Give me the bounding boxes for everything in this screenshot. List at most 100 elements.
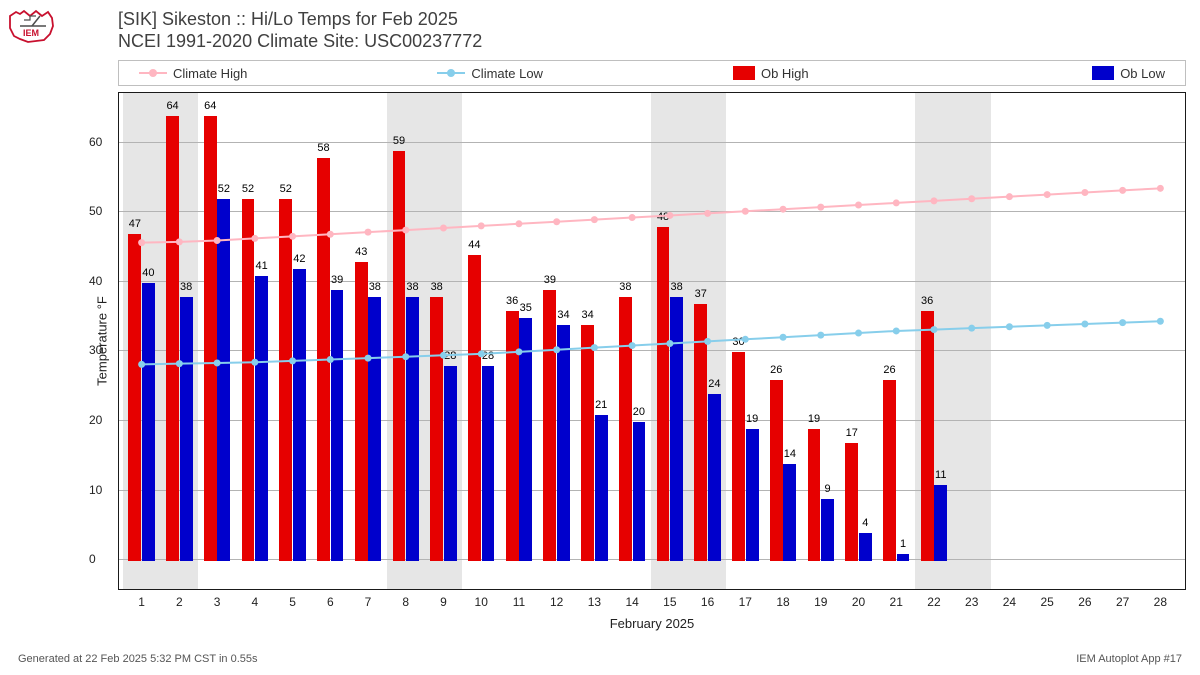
ob-high-bar [355, 262, 368, 561]
ob-high-bar [808, 429, 821, 561]
ob-high-bar [468, 255, 481, 561]
ob-high-bar-label: 48 [657, 211, 669, 223]
ob-high-bar-label: 36 [506, 295, 518, 307]
ob-low-bar-label: 39 [331, 274, 343, 286]
y-axis-label: Temperature °F [94, 296, 109, 386]
ob-low-bar [746, 429, 759, 561]
ob-high-bar [128, 234, 141, 561]
ob-high-bar-label: 26 [770, 364, 782, 376]
x-tick-label: 28 [1154, 595, 1167, 609]
legend-ob-high: Ob High [733, 66, 809, 81]
ob-high-bar [543, 290, 556, 561]
x-tick-label: 16 [701, 595, 714, 609]
ob-high-bar [430, 297, 443, 561]
ob-high-bar-label: 47 [129, 218, 141, 230]
ob-low-bar [368, 297, 381, 561]
ob-high-bar-label: 19 [808, 413, 820, 425]
ob-low-bar [255, 276, 268, 561]
ob-low-bar-label: 28 [482, 350, 494, 362]
ob-low-bar [180, 297, 193, 561]
ob-high-bar-label: 26 [883, 364, 895, 376]
climate-low-swatch [437, 68, 465, 78]
ob-high-bar [770, 380, 783, 561]
y-tick-label: 40 [89, 274, 102, 288]
ob-low-bar-label: 9 [825, 483, 831, 495]
x-tick-label: 14 [625, 595, 638, 609]
ob-high-bar-label: 58 [317, 142, 329, 154]
x-tick-label: 25 [1040, 595, 1053, 609]
ob-low-bar [519, 318, 532, 562]
legend-climate-high: Climate High [139, 66, 247, 81]
ob-low-bar-label: 24 [708, 378, 720, 390]
legend-label: Climate Low [471, 66, 543, 81]
ob-high-bar-label: 44 [468, 239, 480, 251]
ob-high-bar-label: 39 [544, 274, 556, 286]
x-tick-label: 18 [776, 595, 789, 609]
ob-high-bar-label: 17 [846, 427, 858, 439]
y-tick-label: 0 [89, 552, 96, 566]
legend-label: Ob Low [1120, 66, 1165, 81]
ob-high-bar [242, 199, 255, 561]
ob-high-bar [732, 352, 745, 561]
ob-high-bar-label: 38 [431, 281, 443, 293]
legend: Climate High Climate Low Ob High Ob Low [118, 60, 1186, 86]
ob-low-bar-label: 21 [595, 399, 607, 411]
ob-low-bar-label: 38 [671, 281, 683, 293]
legend-ob-low: Ob Low [1092, 66, 1165, 81]
x-axis-label: February 2025 [610, 616, 695, 631]
ob-high-bar [279, 199, 292, 561]
x-tick-label: 23 [965, 595, 978, 609]
x-tick-label: 19 [814, 595, 827, 609]
chart-area: Climate High Climate Low Ob High Ob Low … [118, 60, 1186, 620]
ob-low-bar-label: 41 [255, 260, 267, 272]
x-tick-label: 17 [739, 595, 752, 609]
climate-high-swatch [139, 68, 167, 78]
ob-low-swatch [1092, 66, 1114, 80]
ob-low-bar [331, 290, 344, 561]
ob-high-bar [883, 380, 896, 561]
ob-low-bar [444, 366, 457, 561]
x-tick-label: 2 [176, 595, 183, 609]
ob-high-bar-label: 34 [581, 309, 593, 321]
ob-high-bar [657, 227, 670, 561]
chart-title: [SIK] Sikeston :: Hi/Lo Temps for Feb 20… [118, 8, 482, 52]
y-tick-label: 10 [89, 483, 102, 497]
x-tick-label: 22 [927, 595, 940, 609]
ob-high-bar [921, 311, 934, 561]
ob-high-bar [845, 443, 858, 561]
ob-low-bar [142, 283, 155, 561]
x-tick-label: 27 [1116, 595, 1129, 609]
x-tick-label: 7 [365, 595, 372, 609]
ob-low-bar-label: 35 [520, 302, 532, 314]
ob-low-bar-label: 20 [633, 406, 645, 418]
ob-high-bar-label: 64 [166, 100, 178, 112]
x-tick-label: 6 [327, 595, 334, 609]
ob-low-bar [821, 499, 834, 562]
x-tick-label: 24 [1003, 595, 1016, 609]
ob-high-bar-label: 36 [921, 295, 933, 307]
x-tick-label: 5 [289, 595, 296, 609]
title-line-2: NCEI 1991-2020 Climate Site: USC00237772 [118, 30, 482, 52]
ob-low-bar-label: 11 [935, 469, 946, 481]
ob-low-bar [406, 297, 419, 561]
ob-high-swatch [733, 66, 755, 80]
ob-low-bar-label: 28 [444, 350, 456, 362]
ob-low-bar [482, 366, 495, 561]
ob-high-bar-label: 30 [732, 336, 744, 348]
ob-high-bar [694, 304, 707, 561]
ob-low-bar [783, 464, 796, 561]
footer-generated: Generated at 22 Feb 2025 5:32 PM CST in … [18, 653, 258, 665]
legend-label: Climate High [173, 66, 247, 81]
x-tick-label: 15 [663, 595, 676, 609]
ob-high-bar [619, 297, 632, 561]
ob-low-bar [217, 199, 230, 561]
x-tick-label: 20 [852, 595, 865, 609]
ob-low-bar [595, 415, 608, 561]
ob-high-bar [317, 158, 330, 562]
ob-high-bar-label: 52 [280, 183, 292, 195]
plot-region: Temperature °F February 2025 01020304050… [118, 92, 1186, 590]
ob-low-bar [293, 269, 306, 561]
ob-low-bar-label: 14 [784, 448, 796, 460]
iem-logo: IEM [6, 6, 56, 46]
y-tick-label: 60 [89, 135, 102, 149]
